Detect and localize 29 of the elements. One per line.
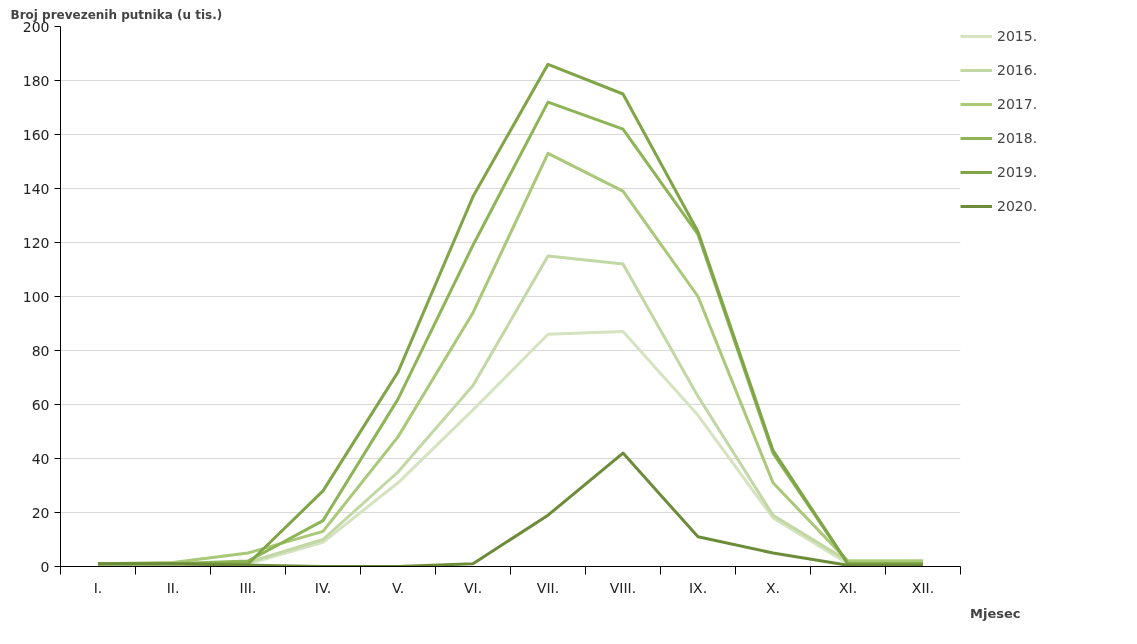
y-tick-label: 120 bbox=[22, 234, 50, 251]
x-tick-label: VIII. bbox=[609, 579, 637, 596]
y-tick-label: 0 bbox=[40, 558, 50, 575]
legend-label: 2019. bbox=[997, 164, 1038, 180]
x-tick-label: II. bbox=[166, 579, 180, 596]
legend-label: 2017. bbox=[997, 96, 1038, 112]
x-tick-label: IV. bbox=[314, 579, 332, 596]
x-tick-label: IX. bbox=[688, 579, 708, 596]
x-tick-label: V. bbox=[391, 579, 405, 596]
x-tick-label: VI. bbox=[463, 579, 483, 596]
x-tick-label: XII. bbox=[911, 579, 935, 596]
legend-label: 2015. bbox=[997, 28, 1038, 44]
y-tick-label: 160 bbox=[22, 126, 50, 143]
x-tick-label: III. bbox=[239, 579, 257, 596]
x-axis-title: Mjesec bbox=[970, 605, 1021, 621]
y-tick-label: 180 bbox=[22, 72, 50, 89]
x-tick-label: XI. bbox=[838, 579, 858, 596]
legend-label: 2018. bbox=[997, 130, 1038, 146]
y-tick-label: 140 bbox=[22, 180, 50, 197]
x-tick-label: VII. bbox=[536, 579, 560, 596]
y-tick-label: 40 bbox=[31, 450, 50, 467]
y-tick-label: 100 bbox=[22, 288, 50, 305]
y-tick-label: 20 bbox=[31, 504, 50, 521]
x-tick-label: I. bbox=[93, 579, 103, 596]
y-tick-label: 80 bbox=[31, 342, 50, 359]
y-tick-label: 60 bbox=[31, 396, 50, 413]
x-tick-label: X. bbox=[765, 579, 781, 596]
legend-label: 2016. bbox=[997, 62, 1038, 78]
legend-label: 2020. bbox=[997, 198, 1038, 214]
